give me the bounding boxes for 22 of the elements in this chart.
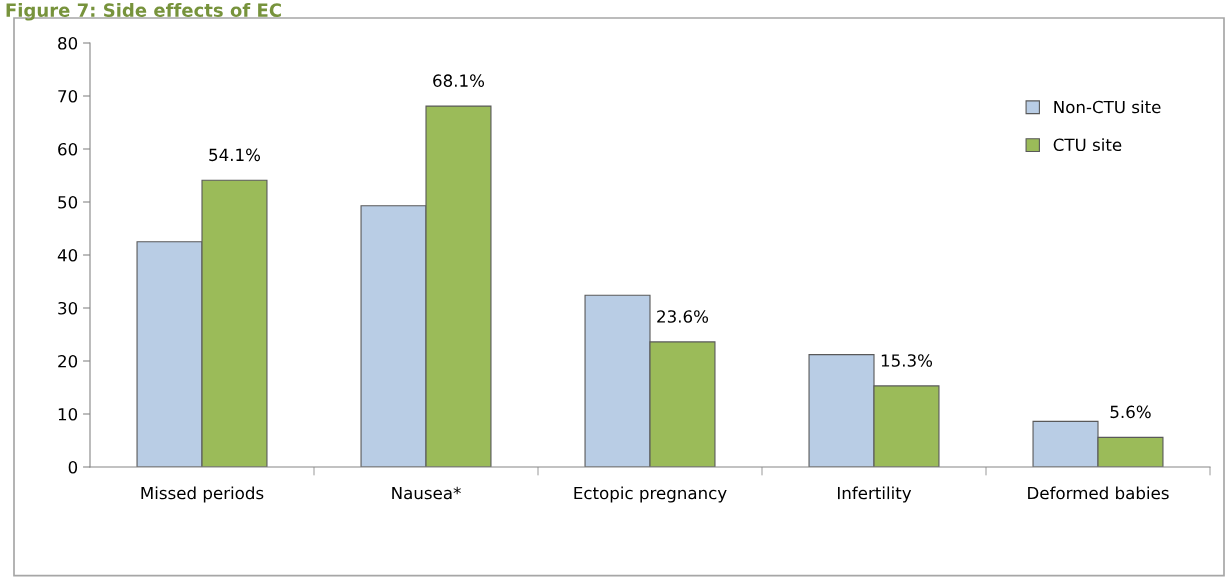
y-tick-label: 30 — [58, 301, 78, 315]
y-tick-label: 20 — [58, 354, 78, 368]
y-tick-label: 80 — [58, 36, 78, 50]
x-tick-label: Infertility — [838, 486, 912, 503]
x-tick-label: Missed periods — [141, 486, 264, 503]
y-tick-label: 50 — [58, 195, 78, 209]
y-tick-label: 60 — [58, 142, 78, 156]
legend-label: Non-CTU site — [1054, 100, 1161, 114]
data-label: 54.1% — [209, 148, 261, 162]
x-tick-label: Nausea* — [392, 486, 461, 500]
data-label: 15.3% — [881, 354, 933, 367]
chart-title: Figure 7: Side effects of EC — [6, 3, 281, 21]
legend-label: CTU site — [1053, 138, 1122, 152]
data-label: 23.6% — [657, 310, 709, 323]
x-tick-label: Deformed babies — [1028, 486, 1169, 500]
data-label: 68.1% — [433, 74, 485, 87]
data-label: 5.6% — [1110, 405, 1151, 419]
y-tick-label: 10 — [58, 407, 78, 421]
y-tick-label: 40 — [57, 248, 78, 262]
x-tick-label: Ectopic pregnancy — [574, 486, 727, 503]
y-tick-label: 0 — [68, 460, 78, 474]
y-tick-label: 70 — [58, 89, 78, 103]
